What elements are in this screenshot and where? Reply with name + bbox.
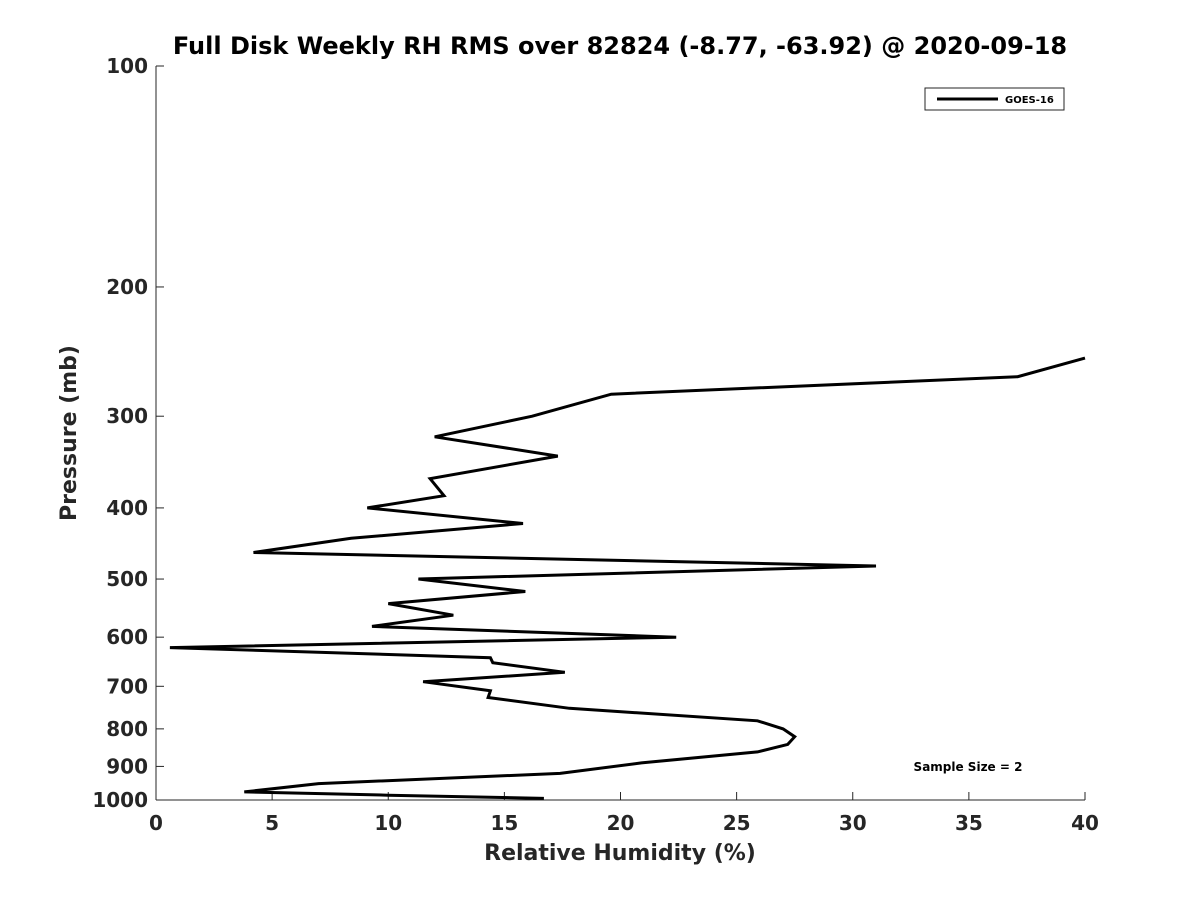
sample-size-annotation: Sample Size = 2 xyxy=(914,760,1023,774)
x-axis-ticks: 0 5 10 15 20 25 30 35 40 xyxy=(149,792,1099,835)
y-tick-label: 500 xyxy=(106,567,148,591)
y-tick-label: 600 xyxy=(106,625,148,649)
x-tick-label: 5 xyxy=(265,811,279,835)
plot-area xyxy=(155,66,1085,801)
y-axis-ticks: 100 200 300 400 500 600 700 800 900 1000 xyxy=(92,54,164,812)
y-tick-label: 700 xyxy=(106,674,148,698)
y-tick-label: 300 xyxy=(106,404,148,428)
plot-background xyxy=(156,66,1085,800)
y-tick-label: 900 xyxy=(106,754,148,778)
legend-label-goes16: GOES-16 xyxy=(1005,95,1054,106)
y-tick-label: 800 xyxy=(106,717,148,741)
x-tick-label: 40 xyxy=(1071,811,1099,835)
x-tick-label: 35 xyxy=(955,811,983,835)
legend: GOES-16 xyxy=(924,87,1065,111)
y-tick-label: 1000 xyxy=(92,788,148,812)
y-tick-label: 200 xyxy=(106,275,148,299)
x-tick-label: 25 xyxy=(723,811,751,835)
y-axis-label: Pressure (mb) xyxy=(57,345,82,521)
series-layer xyxy=(169,356,1086,800)
y-tick-label: 400 xyxy=(106,496,148,520)
series-line-goes16 xyxy=(169,356,1086,800)
y-tick-label: 100 xyxy=(106,54,148,78)
chart-title: Full Disk Weekly RH RMS over 82824 (-8.7… xyxy=(173,32,1067,60)
x-tick-label: 30 xyxy=(839,811,867,835)
x-tick-label: 10 xyxy=(374,811,402,835)
x-tick-label: 0 xyxy=(149,811,163,835)
x-tick-label: 15 xyxy=(490,811,518,835)
x-axis-label: Relative Humidity (%) xyxy=(484,841,756,866)
x-tick-label: 20 xyxy=(607,811,635,835)
